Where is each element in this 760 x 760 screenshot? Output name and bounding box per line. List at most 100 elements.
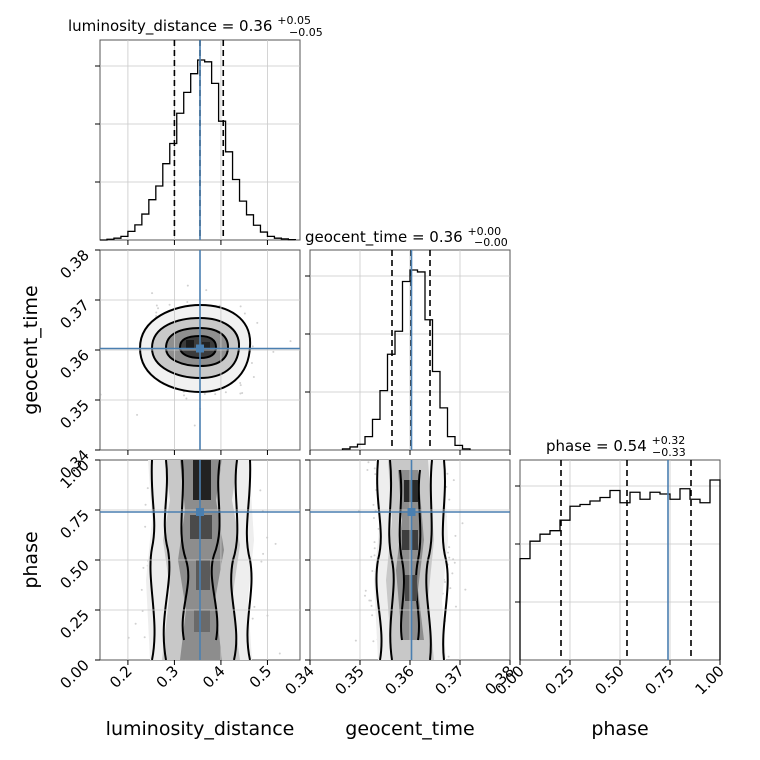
scatter-point: [464, 588, 467, 591]
scatter-point: [369, 599, 372, 602]
grid-geocent-time-vs-luminosity-distance: [100, 250, 300, 450]
scatter-point: [367, 461, 370, 464]
x-tick-label-luminosity-distance: 0.3: [153, 662, 183, 692]
scatter-point: [260, 560, 263, 563]
scatter-point: [262, 552, 265, 555]
x-tick-label-geocent-time: 0.36: [381, 662, 417, 698]
scatter-point: [451, 572, 454, 575]
title-geocent-time: geocent_time = 0.36 +0.00: [305, 225, 501, 247]
scatter-point: [377, 527, 380, 530]
histogram-phase: [519, 479, 721, 660]
scatter-point: [155, 311, 158, 314]
scatter-point: [372, 503, 375, 506]
histogram-geocent-time: [341, 269, 471, 450]
scatter-point: [144, 503, 147, 506]
x-tick-label-geocent-time: 0.37: [431, 662, 467, 698]
scatter-point: [453, 561, 456, 564]
scatter-point: [370, 555, 373, 558]
scatter-point: [364, 589, 367, 592]
y-axis-label-geocent-time: geocent_time: [20, 285, 42, 414]
scatter-point: [448, 556, 451, 559]
y-tick-label-geocent-time: 0.37: [56, 296, 92, 332]
scatter-point: [205, 289, 208, 292]
scatter-point: [214, 393, 217, 396]
x-tick-label-geocent-time: 0.35: [331, 662, 367, 698]
y-axis-label-phase: phase: [20, 531, 42, 588]
grid-geocent-time-hist: [305, 250, 510, 450]
x-tick-label-phase: 0.25: [541, 662, 577, 698]
truth-marker: [407, 508, 416, 516]
scatter-point: [373, 541, 376, 544]
y-tick-label-phase: 0.75: [56, 506, 92, 542]
scatter-point: [373, 467, 376, 470]
scatter-point: [155, 304, 158, 307]
title-geocent-time-lower: −0.00: [474, 236, 508, 249]
scatter-point: [151, 292, 154, 295]
x-axis-label-luminosity-distance: luminosity_distance: [106, 718, 295, 740]
y-tick-label-phase: 0.25: [56, 606, 92, 642]
scatter-point: [183, 394, 186, 397]
scatter-point: [354, 639, 357, 642]
scatter-point: [203, 392, 206, 395]
x-tick-label-luminosity-distance: 0.2: [106, 662, 136, 692]
title-phase: phase = 0.54 +0.32: [546, 434, 685, 455]
title-luminosity-distance: luminosity_distance = 0.36 +0.05: [68, 14, 311, 36]
scatter-point: [243, 312, 246, 315]
scatter-point: [368, 599, 371, 602]
scatter-point: [461, 522, 464, 525]
scatter-point: [278, 652, 281, 655]
scatter-point: [447, 655, 450, 658]
scatter-point: [239, 384, 242, 387]
scatter-point: [374, 473, 377, 476]
y-tick-label-geocent-time: 0.38: [56, 246, 92, 282]
scatter-point: [256, 321, 259, 324]
scatter-point: [371, 614, 374, 617]
scatter-point: [371, 569, 374, 572]
scatter-point: [259, 489, 262, 492]
scatter-point: [186, 284, 189, 287]
x-tick-label-geocent-time: 0.34: [281, 662, 317, 698]
scatter-point: [143, 636, 146, 639]
scatter-point: [251, 345, 254, 348]
scatter-point: [454, 534, 457, 537]
scatter-point: [449, 587, 452, 590]
truth-marker: [196, 508, 204, 516]
scatter-point: [186, 300, 189, 303]
scatter-point: [274, 542, 277, 545]
scatter-point: [272, 350, 275, 353]
scatter-point: [446, 472, 449, 475]
scatter-point: [252, 375, 255, 378]
x-tick-label-phase: 1.00: [691, 662, 727, 698]
x-tick-label-phase: 0.75: [641, 662, 677, 698]
title-phase-lower: −0.33: [652, 446, 686, 459]
scatter-point: [239, 305, 242, 308]
scatter-point: [239, 382, 242, 385]
y-tick-label-geocent-time: 0.36: [56, 346, 92, 382]
density-contours-geocent-time-vs-luminosity-distance: [138, 303, 252, 394]
scatter-point: [366, 468, 369, 471]
y-tick-label-geocent-time: 0.35: [56, 396, 92, 432]
scatter-point: [372, 640, 375, 643]
x-tick-label-luminosity-distance: 0.5: [246, 662, 276, 692]
x-axis-label-phase: phase: [591, 718, 648, 740]
scatter-point: [144, 525, 147, 528]
truth-marker: [196, 344, 204, 353]
scatter-point: [289, 340, 292, 343]
scatter-point: [443, 581, 446, 584]
scatter-point: [253, 605, 256, 608]
scatter-point: [363, 594, 366, 597]
histogram-luminosity-distance: [100, 59, 296, 241]
scatter-point: [372, 517, 375, 520]
scatter-point: [251, 617, 254, 620]
y-tick-label-phase: 0.50: [56, 556, 92, 592]
scatter-point: [168, 303, 171, 306]
scatter-point: [146, 487, 149, 490]
scatter-point: [155, 315, 158, 318]
y-tick-label-phase: 0.00: [56, 656, 92, 692]
scatter-point: [250, 361, 253, 364]
scatter-point: [448, 546, 451, 549]
scatter-point: [448, 498, 451, 501]
grid-phase-vs-geocent-time: [310, 460, 510, 660]
scatter-point: [157, 307, 160, 310]
